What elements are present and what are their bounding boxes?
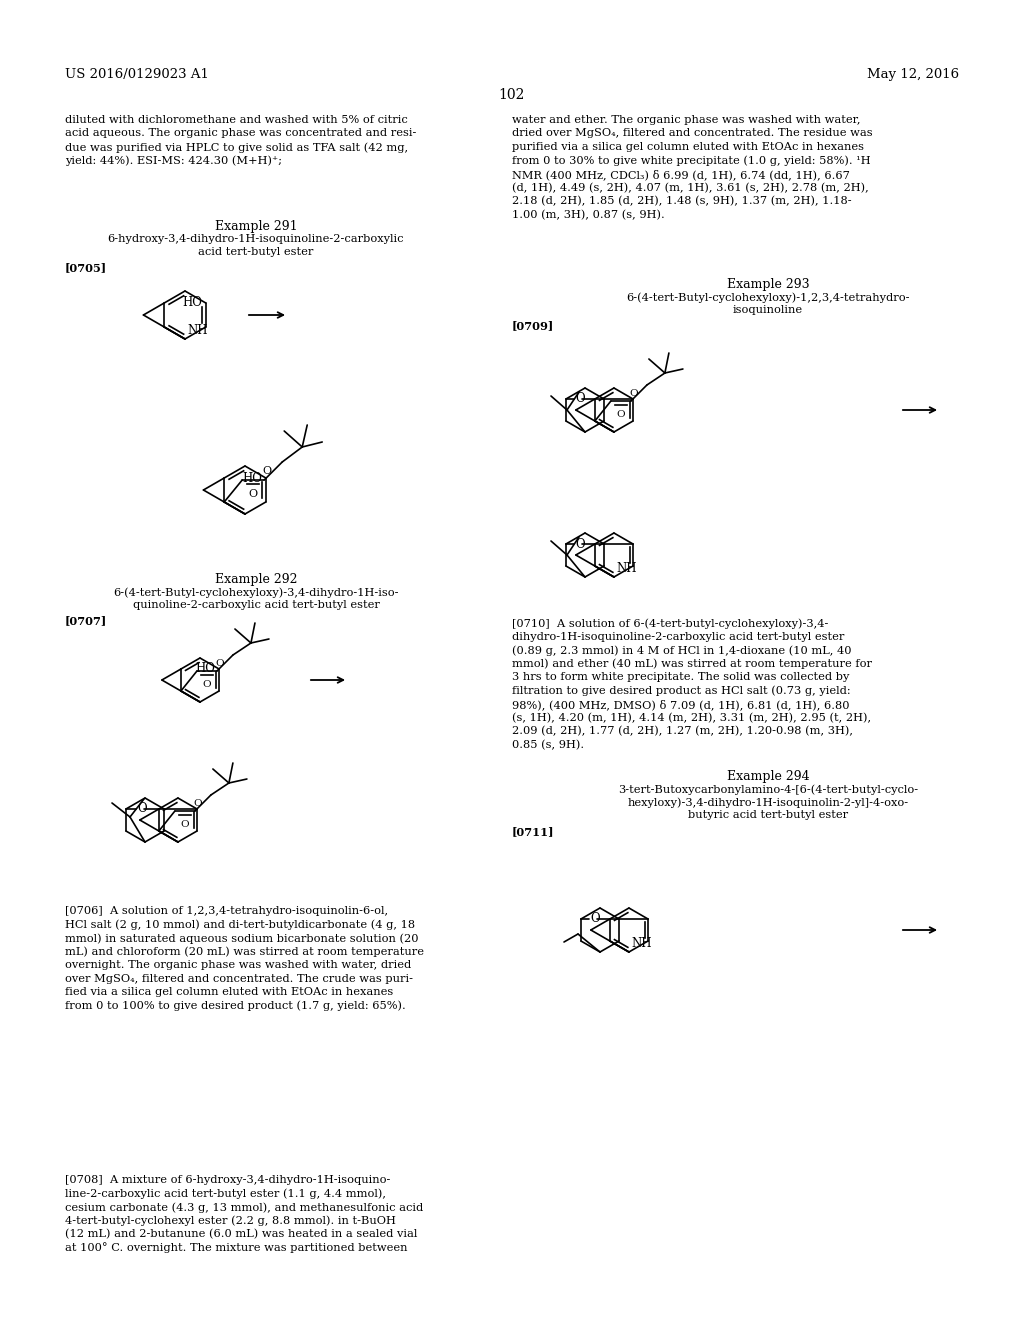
Text: filtration to give desired product as HCl salt (0.73 g, yield:: filtration to give desired product as HC… bbox=[512, 685, 851, 696]
Text: water and ether. The organic phase was washed with water,: water and ether. The organic phase was w… bbox=[512, 115, 860, 125]
Text: dried over MgSO₄, filtered and concentrated. The residue was: dried over MgSO₄, filtered and concentra… bbox=[512, 128, 872, 139]
Text: 102: 102 bbox=[499, 88, 525, 102]
Text: 3 hrs to form white precipitate. The solid was collected by: 3 hrs to form white precipitate. The sol… bbox=[512, 672, 849, 682]
Text: O: O bbox=[590, 912, 600, 925]
Text: acid aqueous. The organic phase was concentrated and resi-: acid aqueous. The organic phase was conc… bbox=[65, 128, 417, 139]
Text: diluted with dichloromethane and washed with 5% of citric: diluted with dichloromethane and washed … bbox=[65, 115, 408, 125]
Text: hexyloxy)-3,4-dihydro-1H-isoquinolin-2-yl]-4-oxo-: hexyloxy)-3,4-dihydro-1H-isoquinolin-2-y… bbox=[628, 797, 908, 808]
Text: NH: NH bbox=[616, 562, 637, 576]
Text: NMR (400 MHz, CDCl₃) δ 6.99 (d, 1H), 6.74 (dd, 1H), 6.67: NMR (400 MHz, CDCl₃) δ 6.99 (d, 1H), 6.7… bbox=[512, 169, 850, 180]
Text: mmol) in saturated aqueous sodium bicarbonate solution (20: mmol) in saturated aqueous sodium bicarb… bbox=[65, 933, 419, 944]
Text: O: O bbox=[194, 799, 202, 808]
Text: [0705]: [0705] bbox=[65, 261, 108, 273]
Text: [0709]: [0709] bbox=[512, 319, 554, 331]
Text: O: O bbox=[616, 411, 626, 418]
Text: (12 mL) and 2-butanune (6.0 mL) was heated in a sealed vial: (12 mL) and 2-butanune (6.0 mL) was heat… bbox=[65, 1229, 418, 1239]
Text: [0706]  A solution of 1,2,3,4-tetrahydro-isoquinolin-6-ol,: [0706] A solution of 1,2,3,4-tetrahydro-… bbox=[65, 906, 388, 916]
Text: [0708]  A mixture of 6-hydroxy-3,4-dihydro-1H-isoquino-: [0708] A mixture of 6-hydroxy-3,4-dihydr… bbox=[65, 1175, 390, 1185]
Text: O: O bbox=[630, 388, 638, 397]
Text: due was purified via HPLC to give solid as TFA salt (42 mg,: due was purified via HPLC to give solid … bbox=[65, 143, 409, 153]
Text: O: O bbox=[215, 659, 224, 668]
Text: O: O bbox=[137, 803, 146, 816]
Text: mmol) and ether (40 mL) was stirred at room temperature for: mmol) and ether (40 mL) was stirred at r… bbox=[512, 659, 872, 669]
Text: from 0 to 30% to give white precipitate (1.0 g, yield: 58%). ¹H: from 0 to 30% to give white precipitate … bbox=[512, 156, 870, 166]
Text: quinoline-2-carboxylic acid tert-butyl ester: quinoline-2-carboxylic acid tert-butyl e… bbox=[132, 601, 380, 610]
Text: 0.85 (s, 9H).: 0.85 (s, 9H). bbox=[512, 739, 584, 750]
Text: (d, 1H), 4.49 (s, 2H), 4.07 (m, 1H), 3.61 (s, 2H), 2.78 (m, 2H),: (d, 1H), 4.49 (s, 2H), 4.07 (m, 1H), 3.6… bbox=[512, 182, 868, 193]
Text: dihydro-1H-isoquinoline-2-carboxylic acid tert-butyl ester: dihydro-1H-isoquinoline-2-carboxylic aci… bbox=[512, 631, 845, 642]
Text: isoquinoline: isoquinoline bbox=[733, 305, 803, 315]
Text: 4-tert-butyl-cyclohexyl ester (2.2 g, 8.8 mmol). in t-BuOH: 4-tert-butyl-cyclohexyl ester (2.2 g, 8.… bbox=[65, 1216, 396, 1226]
Text: Example 294: Example 294 bbox=[727, 770, 809, 783]
Text: 2.09 (d, 2H), 1.77 (d, 2H), 1.27 (m, 2H), 1.20-0.98 (m, 3H),: 2.09 (d, 2H), 1.77 (d, 2H), 1.27 (m, 2H)… bbox=[512, 726, 853, 737]
Text: 6-(4-tert-Butyl-cyclohexyloxy)-3,4-dihydro-1H-iso-: 6-(4-tert-Butyl-cyclohexyloxy)-3,4-dihyd… bbox=[114, 587, 398, 598]
Text: O: O bbox=[262, 466, 271, 477]
Text: [0707]: [0707] bbox=[65, 615, 108, 626]
Text: NH: NH bbox=[631, 937, 651, 950]
Text: O: O bbox=[180, 820, 189, 829]
Text: US 2016/0129023 A1: US 2016/0129023 A1 bbox=[65, 69, 209, 81]
Text: Example 291: Example 291 bbox=[215, 220, 297, 234]
Text: (s, 1H), 4.20 (m, 1H), 4.14 (m, 2H), 3.31 (m, 2H), 2.95 (t, 2H),: (s, 1H), 4.20 (m, 1H), 4.14 (m, 2H), 3.3… bbox=[512, 713, 871, 723]
Text: cesium carbonate (4.3 g, 13 mmol), and methanesulfonic acid: cesium carbonate (4.3 g, 13 mmol), and m… bbox=[65, 1203, 423, 1213]
Text: [0711]: [0711] bbox=[512, 826, 555, 837]
Text: butyric acid tert-butyl ester: butyric acid tert-butyl ester bbox=[688, 810, 848, 820]
Text: Example 292: Example 292 bbox=[215, 573, 297, 586]
Text: 2.18 (d, 2H), 1.85 (d, 2H), 1.48 (s, 9H), 1.37 (m, 2H), 1.18-: 2.18 (d, 2H), 1.85 (d, 2H), 1.48 (s, 9H)… bbox=[512, 195, 852, 206]
Text: 1.00 (m, 3H), 0.87 (s, 9H).: 1.00 (m, 3H), 0.87 (s, 9H). bbox=[512, 210, 665, 220]
Text: purified via a silica gel column eluted with EtOAc in hexanes: purified via a silica gel column eluted … bbox=[512, 143, 864, 152]
Text: 98%), (400 MHz, DMSO) δ 7.09 (d, 1H), 6.81 (d, 1H), 6.80: 98%), (400 MHz, DMSO) δ 7.09 (d, 1H), 6.… bbox=[512, 700, 850, 710]
Text: yield: 44%). ESI-MS: 424.30 (M+H)⁺;: yield: 44%). ESI-MS: 424.30 (M+H)⁺; bbox=[65, 156, 282, 166]
Text: over MgSO₄, filtered and concentrated. The crude was puri-: over MgSO₄, filtered and concentrated. T… bbox=[65, 974, 413, 983]
Text: O: O bbox=[249, 488, 258, 499]
Text: HCl salt (2 g, 10 mmol) and di-tert-butyldicarbonate (4 g, 18: HCl salt (2 g, 10 mmol) and di-tert-buty… bbox=[65, 920, 415, 931]
Text: mL) and chloroform (20 mL) was stirred at room temperature: mL) and chloroform (20 mL) was stirred a… bbox=[65, 946, 424, 957]
Text: O: O bbox=[203, 680, 211, 689]
Text: [0710]  A solution of 6-(4-tert-butyl-cyclohexyloxy)-3,4-: [0710] A solution of 6-(4-tert-butyl-cyc… bbox=[512, 618, 828, 628]
Text: HO: HO bbox=[242, 471, 262, 484]
Text: O: O bbox=[574, 392, 585, 405]
Text: May 12, 2016: May 12, 2016 bbox=[867, 69, 959, 81]
Text: 6-hydroxy-3,4-dihydro-1H-isoquinoline-2-carboxylic: 6-hydroxy-3,4-dihydro-1H-isoquinoline-2-… bbox=[108, 234, 404, 244]
Text: HO: HO bbox=[182, 297, 202, 309]
Text: O: O bbox=[574, 537, 585, 550]
Text: overnight. The organic phase was washed with water, dried: overnight. The organic phase was washed … bbox=[65, 960, 412, 970]
Text: 3-tert-Butoxycarbonylamino-4-[6-(4-tert-butyl-cyclo-: 3-tert-Butoxycarbonylamino-4-[6-(4-tert-… bbox=[617, 784, 919, 795]
Text: (0.89 g, 2.3 mmol) in 4 M of HCl in 1,4-dioxane (10 mL, 40: (0.89 g, 2.3 mmol) in 4 M of HCl in 1,4-… bbox=[512, 645, 852, 656]
Text: line-2-carboxylic acid tert-butyl ester (1.1 g, 4.4 mmol),: line-2-carboxylic acid tert-butyl ester … bbox=[65, 1188, 386, 1199]
Text: at 100° C. overnight. The mixture was partitioned between: at 100° C. overnight. The mixture was pa… bbox=[65, 1242, 408, 1254]
Text: HO: HO bbox=[196, 663, 215, 676]
Text: fied via a silica gel column eluted with EtOAc in hexanes: fied via a silica gel column eluted with… bbox=[65, 987, 393, 997]
Text: acid tert-butyl ester: acid tert-butyl ester bbox=[199, 247, 313, 257]
Text: NH: NH bbox=[187, 323, 208, 337]
Text: from 0 to 100% to give desired product (1.7 g, yield: 65%).: from 0 to 100% to give desired product (… bbox=[65, 1001, 406, 1011]
Text: 6-(4-tert-Butyl-cyclohexyloxy)-1,2,3,4-tetrahydro-: 6-(4-tert-Butyl-cyclohexyloxy)-1,2,3,4-t… bbox=[627, 292, 909, 302]
Text: Example 293: Example 293 bbox=[727, 279, 809, 290]
